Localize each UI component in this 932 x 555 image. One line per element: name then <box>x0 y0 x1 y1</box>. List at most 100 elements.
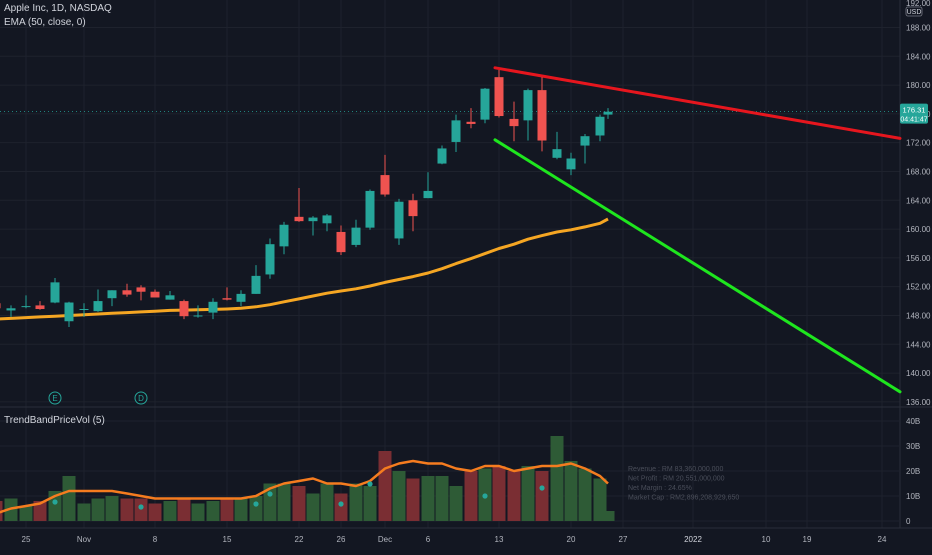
trendline-resistance[interactable] <box>493 66 902 140</box>
candle[interactable] <box>35 305 45 309</box>
volume-bar[interactable] <box>105 496 119 521</box>
trendline-support[interactable] <box>493 138 902 394</box>
candle[interactable] <box>50 282 60 303</box>
volume-bar[interactable] <box>593 478 607 522</box>
volume-bar[interactable] <box>601 511 615 521</box>
volume-bar[interactable] <box>334 493 348 522</box>
candle[interactable] <box>580 136 590 146</box>
candle[interactable] <box>423 190 433 199</box>
candle[interactable] <box>595 116 605 136</box>
candle[interactable] <box>150 291 160 298</box>
candle[interactable] <box>351 227 361 245</box>
volume-bar[interactable] <box>234 498 248 522</box>
candle[interactable] <box>179 301 189 317</box>
volume-indicator-legend[interactable]: TrendBandPriceVol (5) <box>4 415 105 426</box>
candle[interactable] <box>21 306 31 308</box>
currency-label[interactable]: USD <box>907 9 922 16</box>
trend-band-line[interactable] <box>0 459 609 514</box>
currency-badge[interactable] <box>905 6 923 17</box>
volume-bar[interactable] <box>120 498 134 522</box>
candle[interactable] <box>208 301 218 313</box>
volume-bar[interactable] <box>349 483 363 522</box>
volume-bar[interactable] <box>306 493 320 522</box>
candles[interactable] <box>0 69 613 327</box>
candle[interactable] <box>308 217 318 222</box>
candle[interactable] <box>380 175 390 195</box>
ema-legend[interactable]: EMA (50, close, 0) <box>4 17 86 28</box>
candle[interactable] <box>251 275 261 294</box>
candle[interactable] <box>480 88 490 120</box>
candle[interactable] <box>365 190 375 228</box>
volume-bar[interactable] <box>19 506 33 521</box>
candle[interactable] <box>509 118 519 127</box>
candle[interactable] <box>408 200 418 217</box>
candle[interactable] <box>294 216 304 222</box>
volume-bar[interactable] <box>177 498 191 522</box>
candle[interactable] <box>466 121 476 124</box>
volume-bar[interactable] <box>421 476 435 521</box>
volume-bar[interactable] <box>206 501 220 521</box>
candle[interactable] <box>193 315 203 317</box>
volume-bar[interactable] <box>249 496 263 521</box>
volume-bar[interactable] <box>378 451 392 521</box>
last-price-label[interactable]: 176.31 <box>903 106 926 115</box>
countdown-label[interactable]: 04:41:47 <box>900 117 927 124</box>
candle[interactable] <box>93 301 103 312</box>
candle[interactable] <box>322 215 332 224</box>
candle[interactable] <box>107 290 117 299</box>
volume-bar[interactable] <box>363 486 377 521</box>
volume-bar[interactable] <box>191 503 205 522</box>
volume-bar[interactable] <box>62 476 76 521</box>
trendlines[interactable] <box>493 66 902 394</box>
volume-pane[interactable] <box>0 436 615 521</box>
dividend-marker[interactable] <box>134 391 148 405</box>
volume-bar[interactable] <box>449 486 463 521</box>
candle[interactable] <box>437 148 447 164</box>
candle[interactable] <box>566 158 576 170</box>
candle[interactable] <box>603 111 613 115</box>
candle[interactable] <box>222 298 232 300</box>
candle[interactable] <box>451 120 461 142</box>
symbol-legend[interactable]: Apple Inc, 1D, NASDAQ <box>4 3 112 14</box>
volume-bar[interactable] <box>535 471 549 521</box>
volume-bar[interactable] <box>435 476 449 521</box>
volume-bar[interactable] <box>578 468 592 522</box>
candle[interactable] <box>494 77 504 117</box>
volume-bar[interactable] <box>148 503 162 522</box>
volume-bar[interactable] <box>320 483 334 522</box>
volume-bar[interactable] <box>464 471 478 521</box>
last-price-badge[interactable] <box>900 103 928 124</box>
volume-bar[interactable] <box>220 498 234 522</box>
volume-bar[interactable] <box>406 478 420 522</box>
volume-bar[interactable] <box>564 461 578 521</box>
volume-bar[interactable] <box>91 498 105 522</box>
volume-bar[interactable] <box>392 471 406 521</box>
candle[interactable] <box>165 295 175 300</box>
ema-line[interactable] <box>0 217 609 321</box>
earnings-marker[interactable] <box>48 391 62 405</box>
volume-bar[interactable] <box>277 483 291 522</box>
candle[interactable] <box>279 224 289 247</box>
candle[interactable] <box>265 244 275 275</box>
candle[interactable] <box>6 308 16 311</box>
candle[interactable] <box>537 90 547 141</box>
candle[interactable] <box>394 201 404 239</box>
volume-bar[interactable] <box>33 501 47 521</box>
candle[interactable] <box>336 231 346 253</box>
axes[interactable]: 188.00184.00180.00176.00172.00168.00164.… <box>22 0 931 544</box>
volume-bar[interactable] <box>492 466 506 521</box>
candle[interactable] <box>64 302 74 322</box>
candle[interactable] <box>552 149 562 158</box>
volume-bar[interactable] <box>292 486 306 521</box>
candle[interactable] <box>79 309 89 310</box>
candle[interactable] <box>236 293 246 302</box>
candle[interactable] <box>0 303 1 309</box>
volume-bar[interactable] <box>507 471 521 521</box>
candle[interactable] <box>523 90 533 121</box>
volume-bar[interactable] <box>550 436 564 521</box>
volume-bar[interactable] <box>77 503 91 522</box>
volume-bar[interactable] <box>521 466 535 521</box>
